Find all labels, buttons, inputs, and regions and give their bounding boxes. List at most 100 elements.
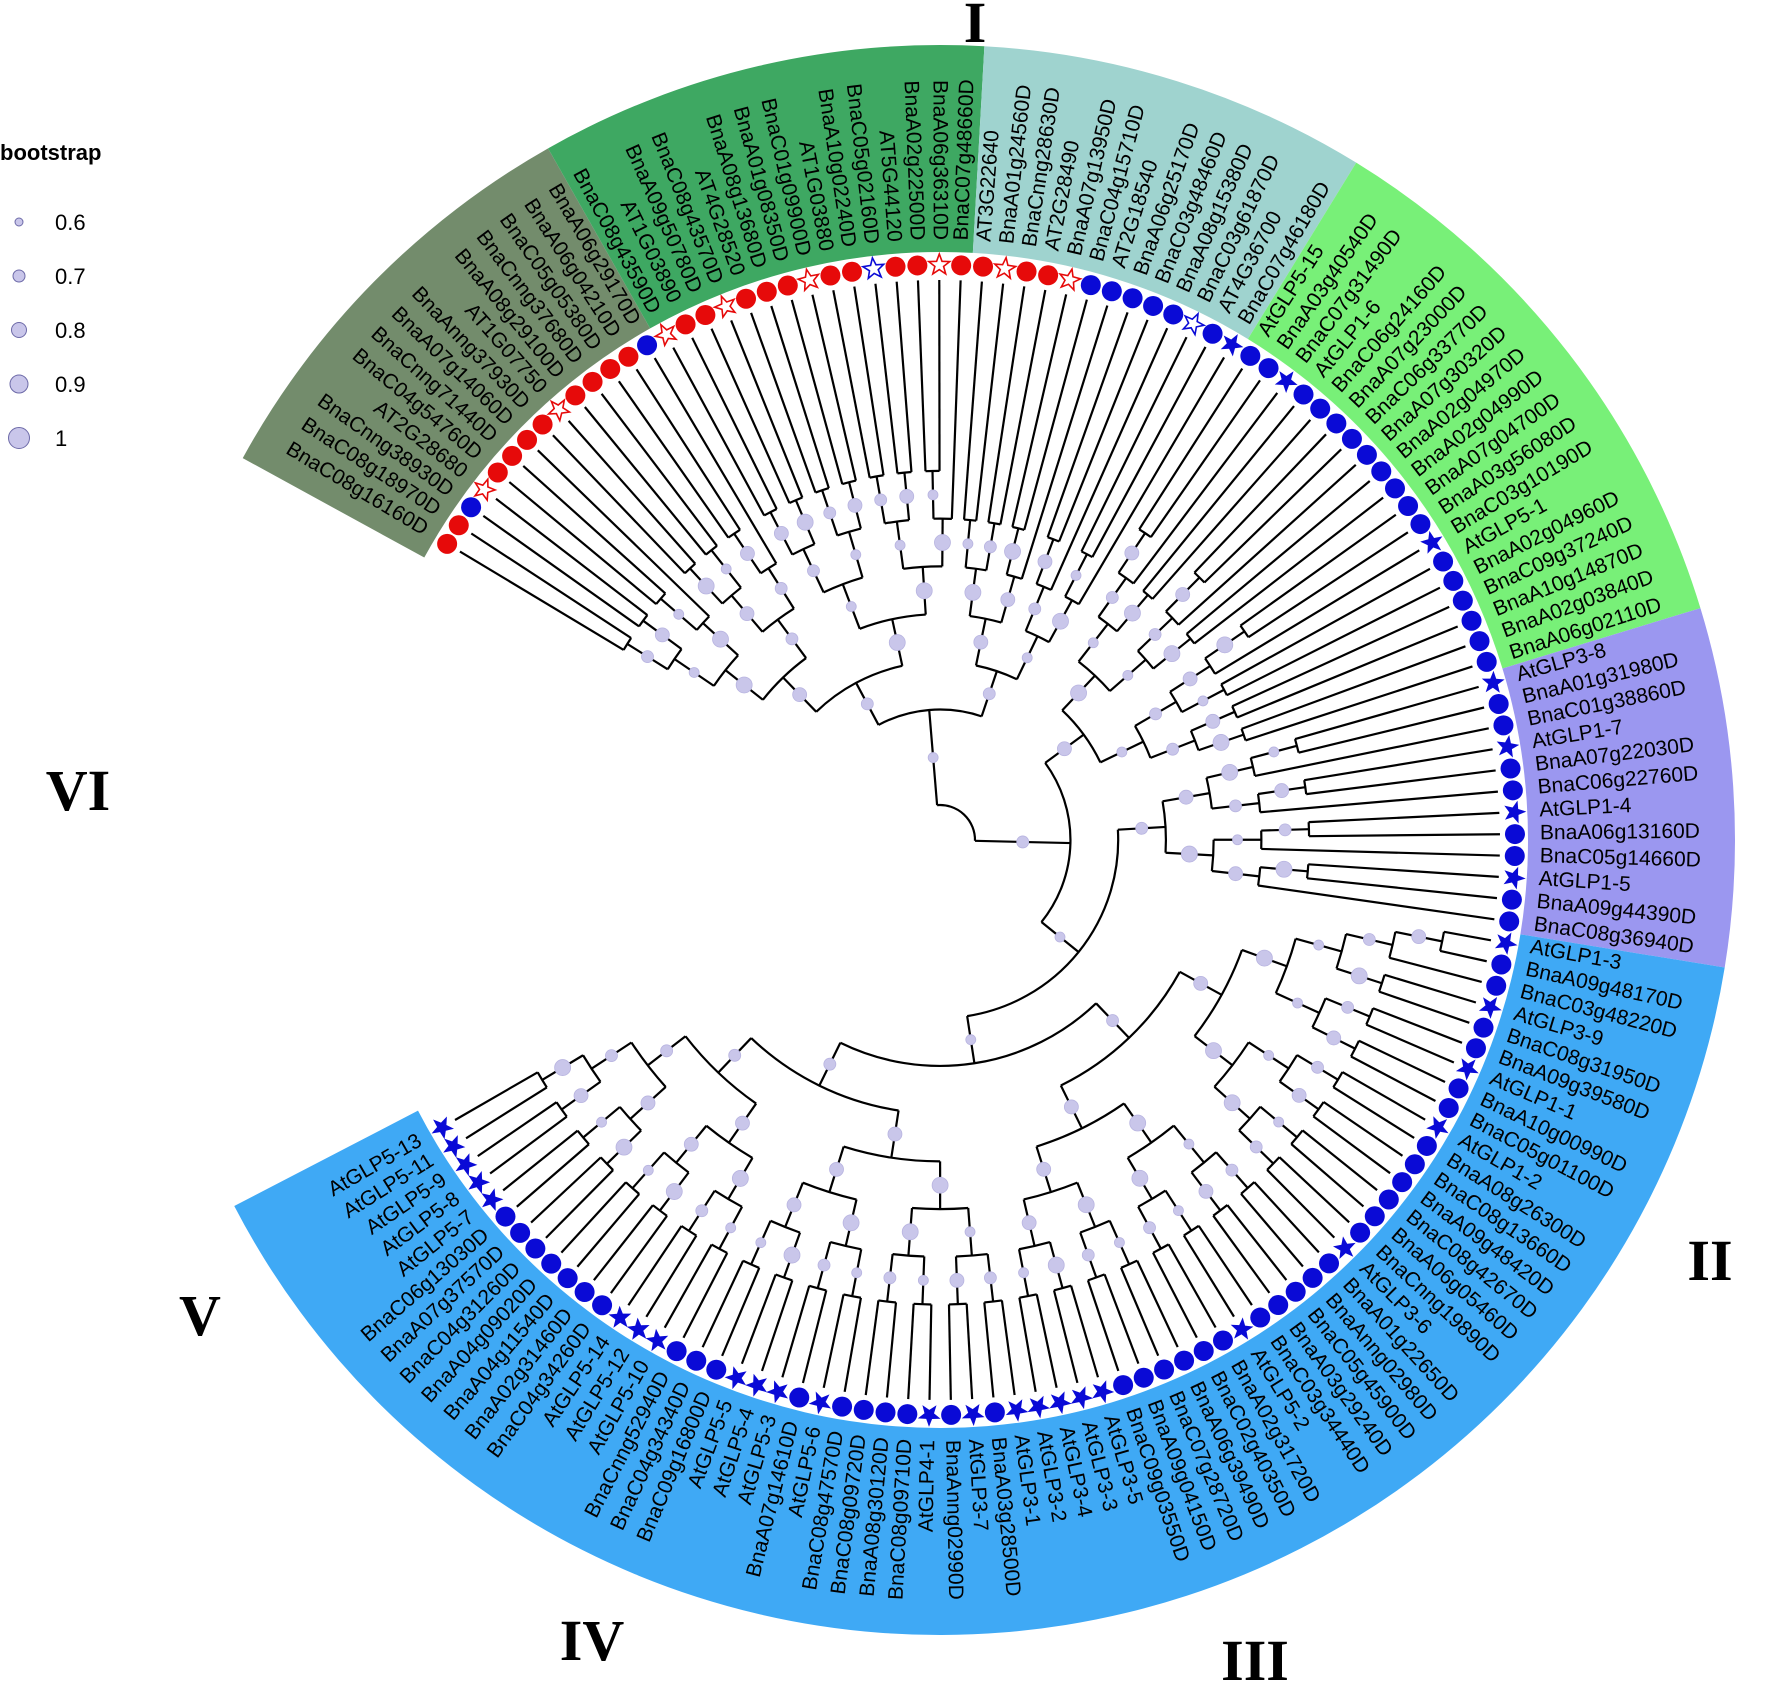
bootstrap-circle: [1341, 1000, 1355, 1014]
branch-arc: [760, 562, 777, 575]
leaf-label: BnaA06g13160D: [1540, 820, 1700, 845]
leaf-marker-blue-circle: [941, 1404, 962, 1425]
branch-line: [1298, 706, 1485, 754]
leaf-marker-blue-star: [1420, 530, 1443, 554]
leaf-marker-blue-star: [431, 1116, 454, 1140]
branch-arc: [762, 657, 807, 701]
leaf-marker-blue-circle: [1504, 824, 1525, 845]
leaf-marker-red-circle: [675, 314, 696, 335]
bootstrap-circle: [1183, 1138, 1195, 1150]
branch-line: [1058, 319, 1149, 542]
leaf-marker-blue-circle: [461, 497, 482, 518]
bootstrap-circle: [829, 1161, 844, 1177]
branch-arc: [843, 1145, 941, 1163]
clade-band-V: [548, 44, 985, 329]
branch-line: [1236, 625, 1459, 719]
bootstrap-circle: [641, 650, 654, 663]
leaf-marker-blue-circle: [1113, 1375, 1134, 1396]
leaf-marker-red-star-open: [795, 267, 821, 293]
branch-line: [928, 1304, 933, 1400]
branch-line: [1193, 496, 1384, 645]
branch-line: [1152, 1252, 1198, 1339]
branch-line: [1384, 973, 1477, 1004]
bootstrap-circle: [642, 1164, 654, 1176]
leaf-marker-blue-circle: [1143, 295, 1164, 316]
branch-arc: [1079, 1219, 1111, 1234]
legend-circle: [12, 269, 26, 283]
leaf-marker-blue-circle: [1416, 1135, 1437, 1156]
branch-arc: [1210, 839, 1215, 872]
bootstrap-circle: [983, 1271, 997, 1285]
bootstrap-circle: [683, 1136, 699, 1152]
branch-arc: [1256, 793, 1262, 813]
branch-line: [1309, 833, 1500, 838]
leaf-marker-blue-star: [443, 1135, 466, 1158]
branch-line: [1182, 1234, 1235, 1318]
leaf-marker-red-circle: [1016, 261, 1037, 282]
branch-arc: [1220, 683, 1228, 696]
bootstrap-circles: [554, 488, 1427, 1288]
branch-line: [1203, 448, 1342, 584]
bootstrap-circle: [697, 577, 715, 595]
bootstrap-circle: [1178, 789, 1194, 805]
leaf-marker-red-circle: [842, 261, 863, 282]
branch-line: [1372, 1007, 1463, 1044]
branch-line: [853, 286, 885, 476]
branch-arc: [1204, 657, 1216, 675]
leaf-marker-blue-circle: [592, 1295, 613, 1316]
branch-arc: [969, 614, 1002, 624]
branch-line: [1241, 645, 1466, 730]
legend-circle: [8, 427, 30, 449]
bootstrap-circle: [850, 549, 862, 561]
legend-circle: [11, 322, 27, 338]
branch-line: [560, 1181, 627, 1254]
branch-line: [545, 1169, 614, 1239]
bootstrap-circle: [1070, 684, 1087, 702]
leaf-marker-red-circle: [600, 358, 621, 379]
branch-line: [672, 347, 766, 516]
bootstrap-circle: [1274, 783, 1290, 798]
leaf-marker-red-circle: [951, 255, 972, 276]
branch-line: [1046, 311, 1129, 538]
branch-line: [1167, 1243, 1217, 1329]
bootstrap-circle: [1016, 835, 1030, 849]
bootstrap-circle: [735, 1115, 750, 1131]
leaf-marker-blue-circle: [1212, 1330, 1233, 1351]
branch-arc: [1183, 1224, 1200, 1237]
bootstrap-circle: [860, 697, 874, 711]
leaf-marker-blue-circle: [1384, 478, 1405, 499]
bootstrap-circle: [887, 1126, 903, 1142]
branch-arc: [622, 637, 633, 651]
branch-arc: [791, 543, 815, 556]
branch-line: [516, 1143, 590, 1208]
branch-arc: [1169, 691, 1183, 713]
branch-line: [1306, 769, 1496, 796]
branch-line: [508, 481, 657, 605]
bootstrap-circle: [1275, 860, 1293, 878]
branch-line: [552, 434, 686, 575]
bootstrap-circle: [688, 667, 700, 678]
leaf-marker-blue-circle: [1433, 551, 1454, 572]
branch-arc: [576, 1129, 590, 1145]
branch-line: [1294, 685, 1479, 741]
branch-line: [1358, 1039, 1446, 1083]
branch-line: [1239, 513, 1397, 627]
branch-arc: [1152, 1243, 1170, 1254]
branch-arc: [1278, 1054, 1299, 1083]
branch-arc: [884, 519, 910, 525]
bootstrap-circle: [773, 525, 789, 541]
leaf-marker-blue-circle: [1240, 345, 1261, 366]
leaf-label: BnaC05g14660D: [1539, 844, 1701, 871]
branch-arc: [1025, 629, 1050, 644]
leaf-marker-blue-star: [1496, 735, 1520, 758]
branch-line: [1231, 605, 1450, 708]
branch-line: [454, 1071, 539, 1121]
bootstrap-circle: [1411, 929, 1427, 945]
bootstrap-circle: [1143, 1221, 1156, 1235]
leaf-marker-red-star-open: [653, 322, 679, 348]
bootstrap-circle: [1175, 587, 1191, 602]
leaf-marker-blue-star: [1426, 1116, 1449, 1139]
leaf-marker-blue-circle: [1258, 358, 1279, 379]
bootstrap-circle: [982, 687, 996, 701]
leaf-labels: BnaC08g16160DBnaC08g18970DBnaCnng38930DA…: [282, 79, 1701, 1601]
